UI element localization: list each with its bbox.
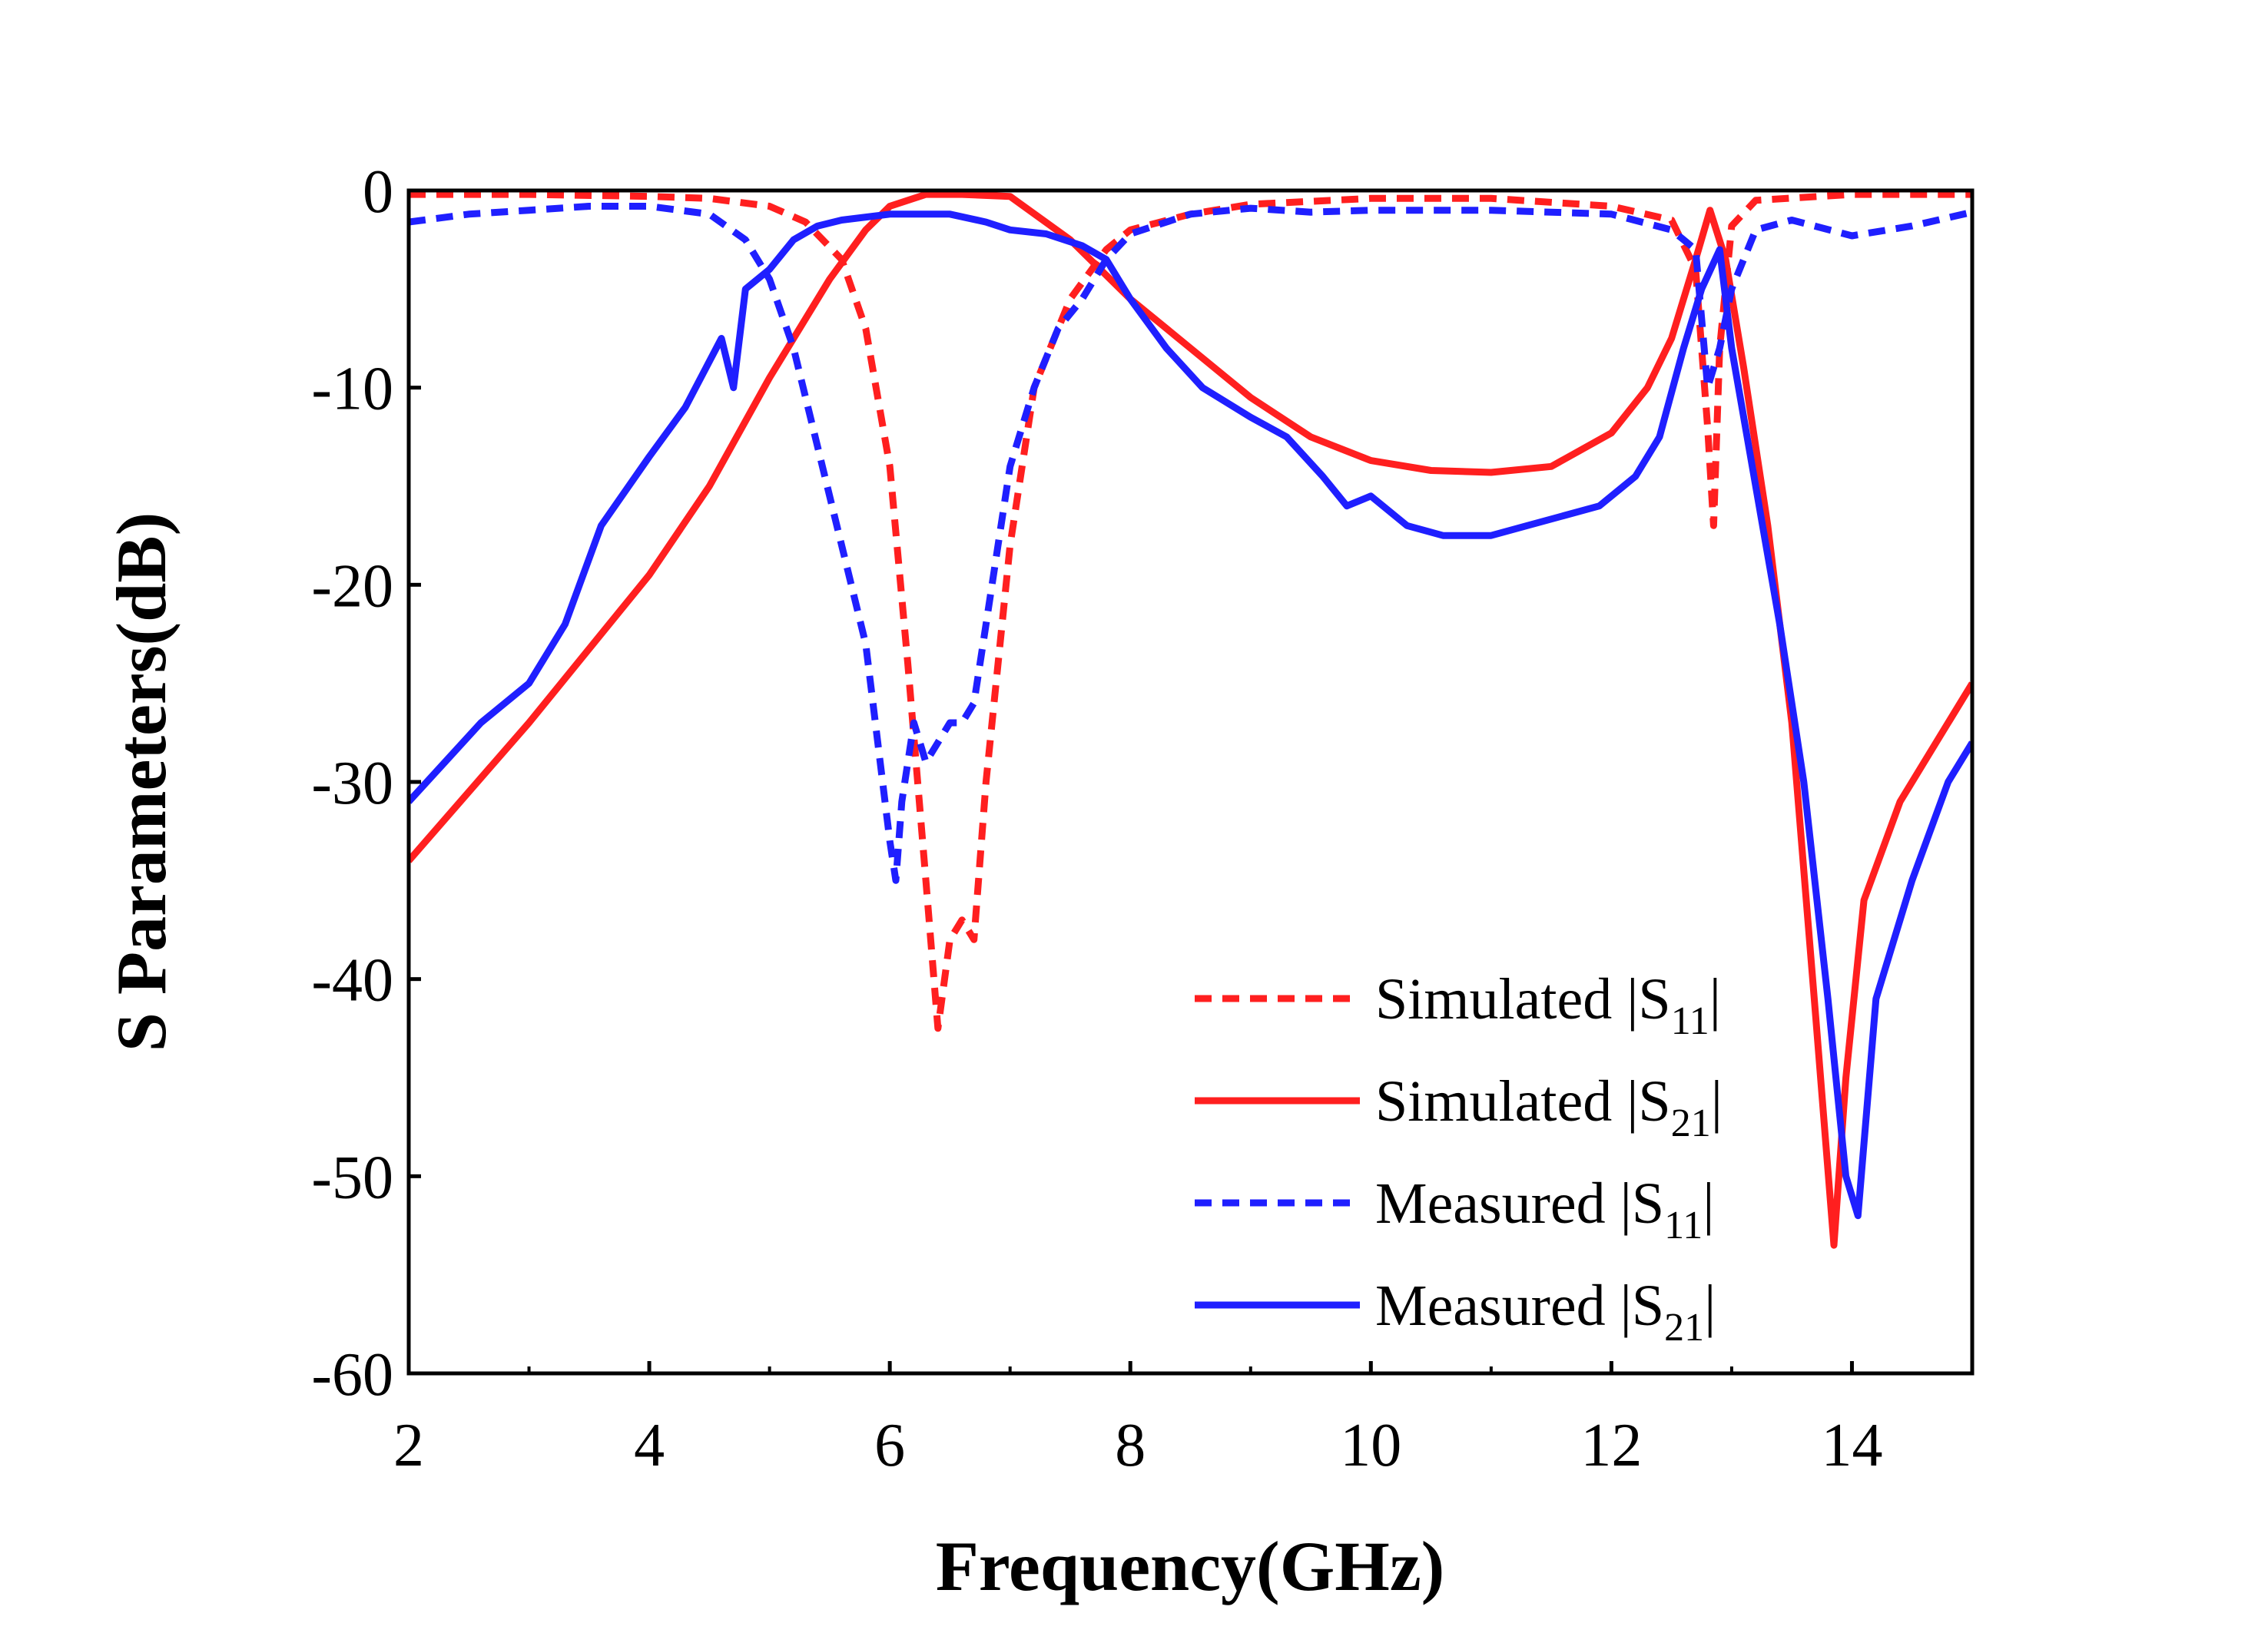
x-tick-label: 8 [1115,1412,1146,1479]
y-axis-title: S Parameters(dB) [102,512,181,1052]
x-axis-title: Frequency(GHz) [936,1527,1445,1605]
series-layer [409,190,1972,1249]
y-tick-label: -40 [311,947,393,1015]
y-tick-label: 0 [363,158,393,226]
legend-label-4: Measured |S21| [1375,1274,1716,1350]
y-tick-label: -50 [311,1144,393,1211]
legend-label-2: Simulated |S21| [1375,1069,1723,1145]
y-tick-label: -30 [311,750,393,817]
legend-label-3: Measured |S11| [1375,1171,1714,1247]
y-tick-label: -60 [311,1341,393,1409]
plot-frame [406,188,1975,1376]
y-tick-label: -20 [311,552,393,620]
x-tick-label: 12 [1580,1412,1642,1479]
legend-label-1: Simulated |S11| [1375,967,1721,1043]
x-tick-label: 10 [1340,1412,1401,1479]
series-line-3 [409,203,1972,884]
series-line-4 [409,210,1972,1220]
x-tick-label: 14 [1821,1412,1882,1479]
x-tick-label: 6 [874,1412,905,1479]
series-line-2 [409,190,1972,1249]
y-tick-label: -10 [311,356,393,423]
y-tick-labels: 0 -10 -20 -30 -40 -50 -60 [311,158,393,1409]
x-tick-labels: 2 4 6 8 10 12 14 [393,1412,1882,1479]
x-tick-label: 4 [634,1412,665,1479]
x-tick-label: 2 [393,1412,424,1479]
legend: Simulated |S11| Simulated |S21| Measured |… [1195,967,1723,1350]
